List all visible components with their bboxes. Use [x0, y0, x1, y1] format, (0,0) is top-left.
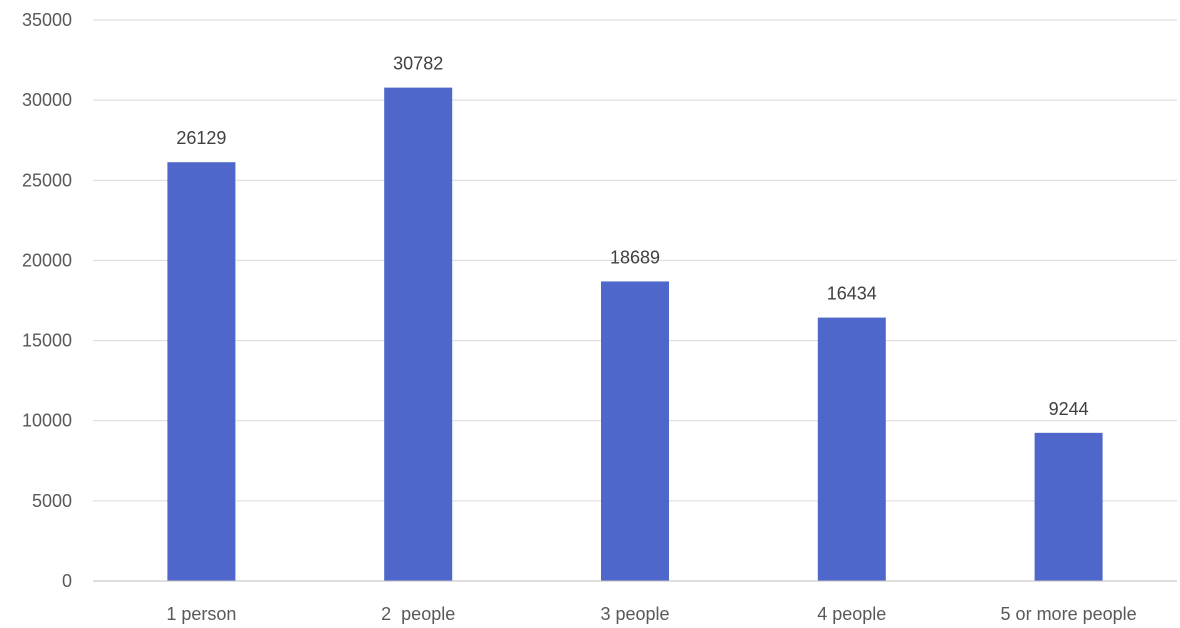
bar: [817, 317, 886, 581]
y-axis-tick-labels: 0 5000 10000 15000 20000 25000 30000 35000: [22, 10, 72, 591]
x-tick-label: 4 people: [817, 604, 886, 624]
y-tick-label: 20000: [22, 250, 72, 270]
bar: [384, 87, 453, 581]
data-label: 18689: [610, 247, 660, 267]
y-tick-label: 5000: [32, 491, 72, 511]
x-tick-label: 5 or more people: [1001, 604, 1137, 624]
y-tick-label: 15000: [22, 331, 72, 351]
bar: [167, 162, 236, 581]
y-tick-label: 35000: [22, 10, 72, 30]
y-tick-label: 0: [62, 571, 72, 591]
y-tick-label: 10000: [22, 411, 72, 431]
x-tick-label: 2 people: [381, 604, 455, 624]
x-tick-label: 1 person: [166, 604, 236, 624]
bar: [1034, 432, 1103, 581]
data-label: 9244: [1049, 399, 1089, 419]
data-label: 30782: [393, 54, 443, 74]
data-label: 16434: [827, 284, 877, 304]
bar: [601, 281, 669, 581]
y-tick-label: 25000: [22, 170, 72, 190]
y-tick-label: 30000: [22, 90, 72, 110]
data-labels: 26129 30782 18689 16434 9244: [176, 54, 1088, 419]
x-axis-tick-labels: 1 person 2 people 3 people 4 people 5 or mor…: [166, 604, 1136, 624]
data-label: 26129: [176, 128, 226, 148]
bars: [167, 87, 1103, 581]
x-tick-label: 3 people: [600, 604, 669, 624]
